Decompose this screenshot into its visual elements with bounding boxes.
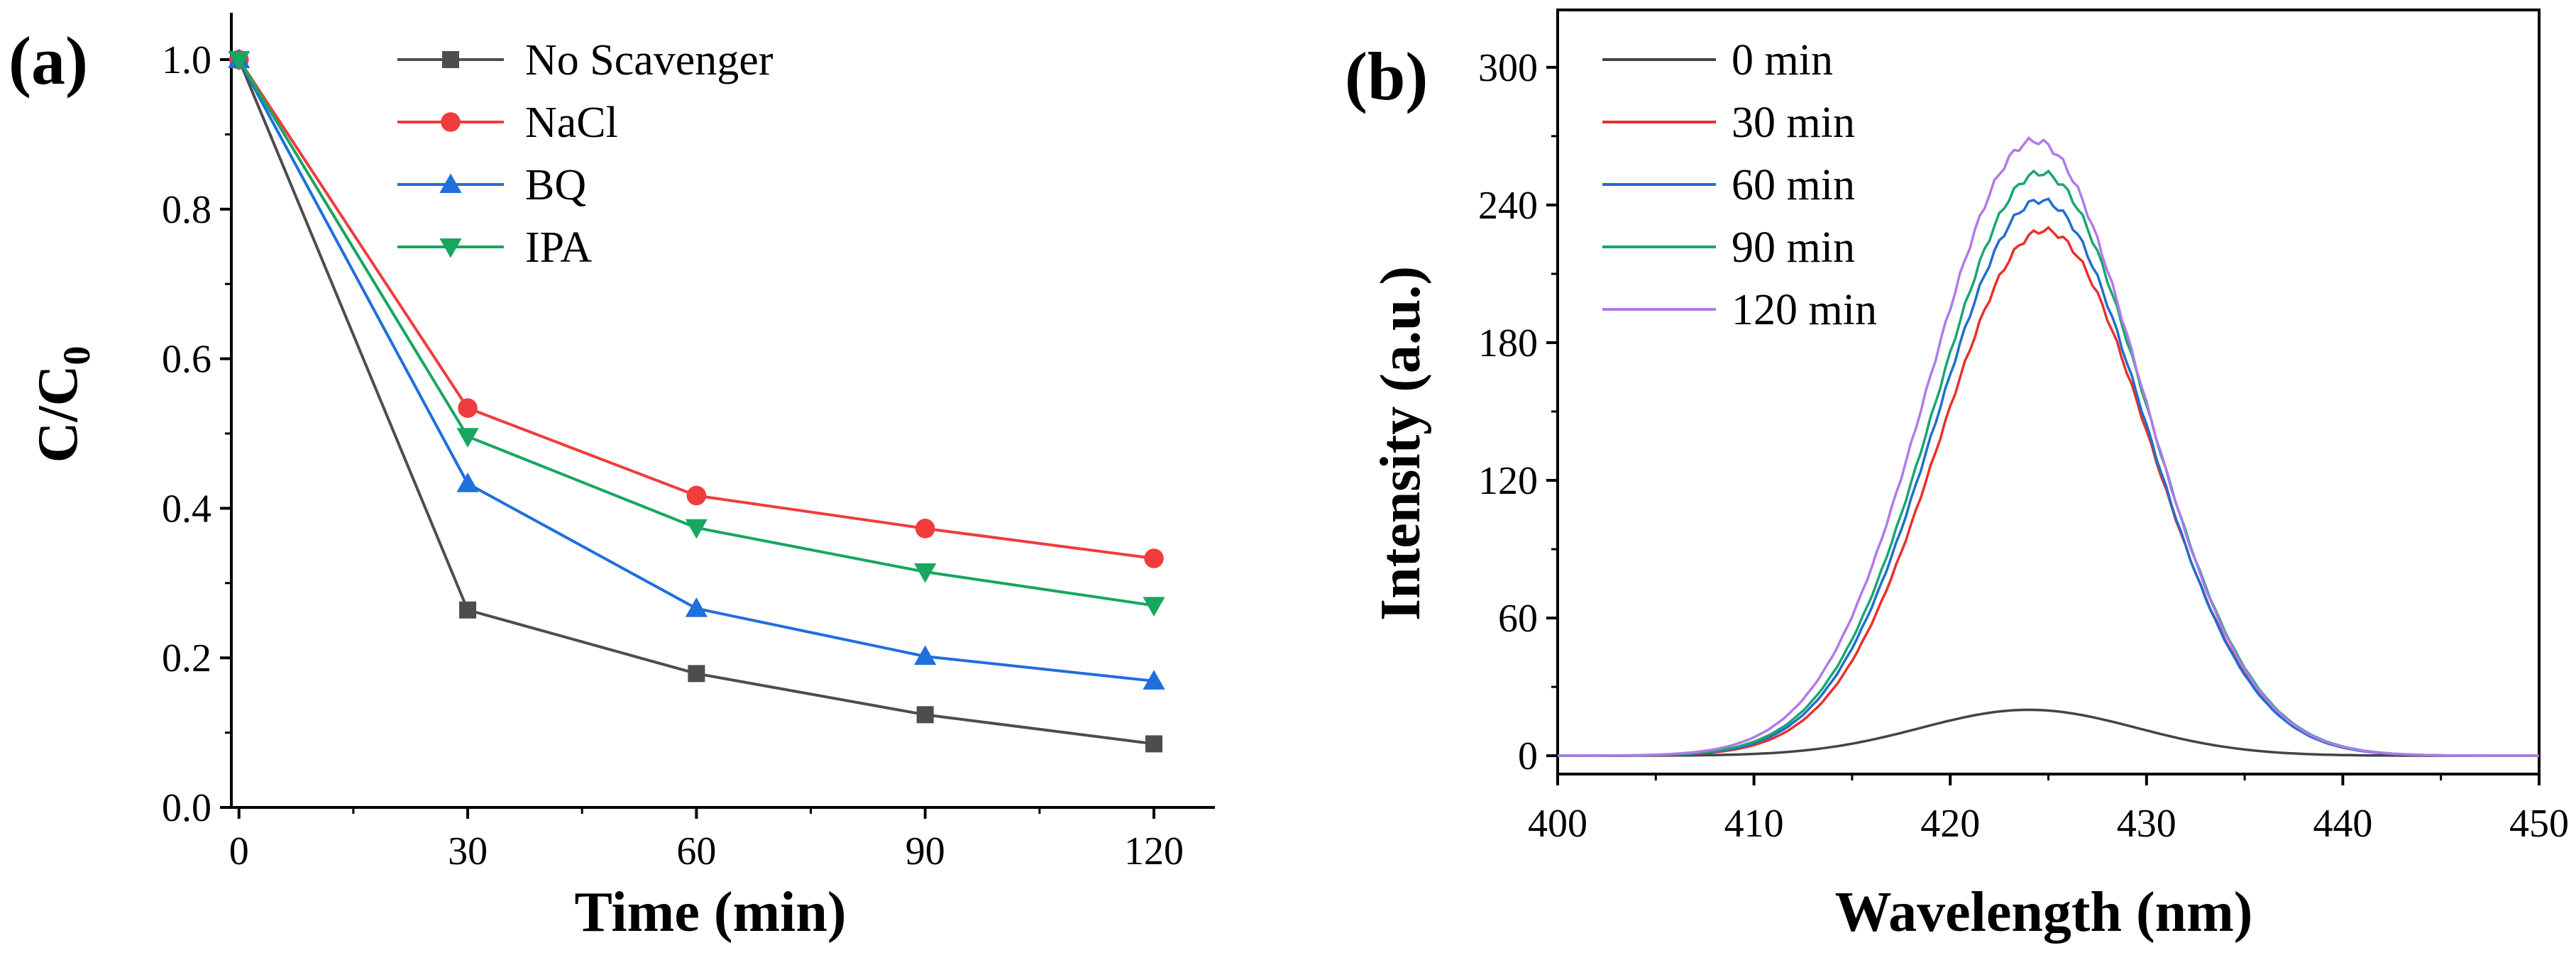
legend-marker — [442, 51, 459, 68]
panel-a-ticks: 0.0 0.2 0.4 0.6 0.8 1.0 0 30 60 90 120 — [162, 38, 1184, 873]
panel-b-x-tick-label: 440 — [2313, 802, 2372, 846]
legend-label: 0 min — [1732, 36, 1833, 84]
panel-a-scavenger-chart: (a) 0.0 0.2 0.4 0.6 0.8 1.0 0 30 60 90 120 No Scav… — [9, 13, 1215, 944]
data-point-no-scavenger — [459, 601, 477, 619]
panel-a-y-tick-label: 0.6 — [162, 338, 211, 382]
panel-b-y-tick-label: 120 — [1478, 459, 1538, 503]
data-point-nacl — [1144, 548, 1164, 568]
panel-a-y-tick-label: 0.8 — [162, 188, 211, 232]
data-point-nacl — [686, 485, 707, 506]
legend-marker — [439, 173, 462, 193]
series-ipa — [228, 51, 1165, 617]
panel-b-x-tick-label: 450 — [2509, 802, 2569, 846]
panel-a-axes — [230, 13, 1215, 809]
panel-a-series — [228, 48, 1165, 753]
legend-label: 30 min — [1732, 99, 1855, 147]
panel-a-y-axis-title-main: C/C — [27, 365, 89, 463]
series-no-scavenger — [230, 51, 1163, 753]
data-point-ipa — [914, 563, 937, 583]
data-point-nacl — [915, 519, 935, 539]
series-line-bq — [237, 59, 1155, 683]
panel-a-y-tick-label: 1.0 — [162, 38, 211, 82]
legend-label: NaCl — [525, 99, 618, 147]
data-point-bq — [685, 597, 708, 617]
panel-a-x-axis-title: Time (min) — [575, 881, 847, 944]
legend-label: 60 min — [1732, 161, 1855, 209]
panel-b-x-axis-title: Wavelength (nm) — [1835, 881, 2253, 944]
panel-b-y-tick-label: 0 — [1518, 734, 1538, 778]
series-line-30-min — [1558, 226, 2539, 757]
panel-a-x-tick-label: 60 — [676, 829, 716, 873]
panel-b-ticks: 0 60 120 180 240 300 400 410 420 430 440 450 — [1478, 46, 2569, 846]
data-point-ipa — [228, 51, 251, 71]
panel-label-a: (a) — [9, 23, 88, 99]
series-line-60-min — [1558, 197, 2539, 757]
panel-a-x-tick-label: 0 — [229, 829, 249, 873]
panel-b-x-tick-label: 400 — [1528, 802, 1587, 846]
panel-b-y-tick-label: 180 — [1478, 321, 1538, 365]
legend-item-120-min: 120 min — [1602, 286, 1877, 334]
series-nacl — [229, 50, 1164, 568]
panel-a-y-tick-label: 0.0 — [162, 786, 211, 830]
legend-label: BQ — [525, 161, 586, 209]
legend-item-0-min: 0 min — [1602, 36, 1833, 84]
panel-b-y-tick-label: 240 — [1478, 184, 1538, 228]
data-point-bq — [456, 473, 479, 492]
legend-label: 90 min — [1732, 223, 1855, 272]
legend-marker — [439, 238, 462, 258]
legend-label: No Scavenger — [525, 36, 774, 84]
data-point-ipa — [456, 428, 479, 448]
panel-b-spectra-chart: (b) 0 60 120 180 240 300 400 410 420 430 440 450 0 … — [1345, 9, 2569, 944]
panel-a-y-axis-title-subscript: 0 — [55, 346, 98, 365]
panel-b-x-tick-label: 420 — [1920, 802, 1980, 846]
data-point-ipa — [685, 519, 708, 539]
legend-item-30-min: 30 min — [1602, 99, 1855, 147]
legend-item-60-min: 60 min — [1602, 161, 1855, 209]
data-point-no-scavenger — [916, 706, 934, 724]
series-line-nacl — [238, 58, 1155, 561]
data-point-bq — [914, 645, 937, 666]
panel-a-legend: No Scavenger NaCl BQ IPA — [397, 36, 774, 272]
panel-a-x-tick-label: 120 — [1124, 829, 1184, 873]
panel-b-frame — [1556, 9, 2541, 775]
series-line-0-min — [1558, 708, 2539, 757]
data-point-no-scavenger — [688, 665, 705, 683]
panel-a-x-tick-label: 30 — [448, 829, 488, 873]
data-point-ipa — [1143, 597, 1165, 617]
panel-a-y-tick-label: 0.2 — [162, 636, 211, 680]
legend-label: 120 min — [1732, 286, 1877, 334]
panel-b-y-axis-title: Intensity (a.u.) — [1370, 266, 1432, 621]
data-point-no-scavenger — [1145, 735, 1163, 753]
panel-label-b: (b) — [1345, 38, 1428, 114]
panel-b-x-tick-label: 410 — [1724, 802, 1784, 846]
panel-b-series — [1558, 136, 2539, 757]
panel-b-x-tick-label: 430 — [2117, 802, 2176, 846]
series-line-no-scavenger — [237, 59, 1155, 746]
data-point-bq — [1143, 670, 1165, 690]
legend-label: IPA — [525, 223, 592, 272]
panel-b-y-tick-label: 60 — [1498, 597, 1538, 641]
panel-b-legend: 0 min 30 min 60 min 90 min 120 min — [1602, 36, 1877, 334]
legend-item-nacl: NaCl — [397, 99, 618, 147]
series-line-90-min — [1558, 169, 2539, 757]
panel-a-x-tick-label: 90 — [906, 829, 945, 873]
series-bq — [228, 48, 1165, 690]
legend-marker — [441, 112, 461, 132]
panel-a-y-axis-title: C/C0 — [27, 346, 98, 463]
legend-item-bq: BQ — [397, 161, 586, 209]
panel-a-y-tick-label: 0.4 — [162, 487, 211, 531]
series-line-120-min — [1558, 136, 2539, 757]
legend-item-90-min: 90 min — [1602, 223, 1855, 272]
data-point-nacl — [458, 398, 478, 418]
svg-text:C/C0: C/C0 — [27, 346, 98, 463]
legend-item-no-scavenger: No Scavenger — [397, 36, 774, 84]
panel-b-axes — [1556, 9, 2541, 775]
legend-item-ipa: IPA — [397, 223, 592, 272]
panel-b-y-tick-label: 300 — [1478, 46, 1538, 90]
